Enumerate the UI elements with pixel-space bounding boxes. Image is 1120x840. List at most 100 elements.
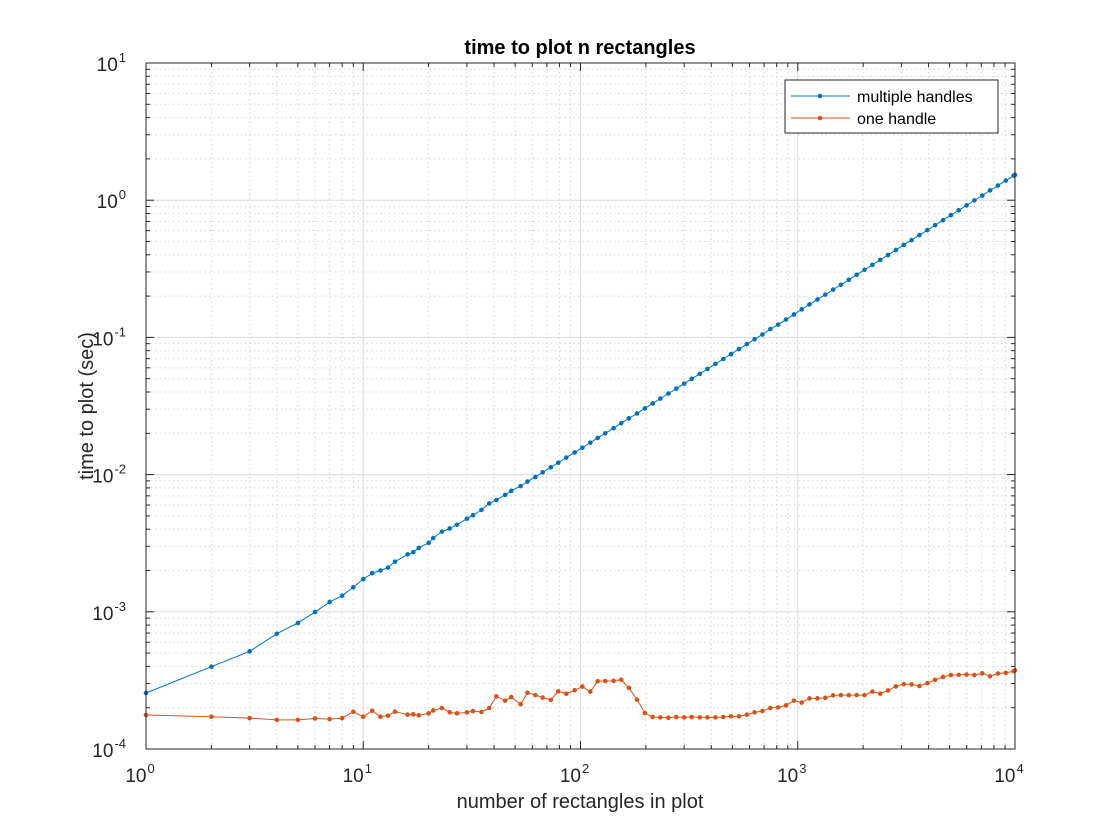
data-point-multiple-handles xyxy=(430,535,436,541)
data-point-multiple-handles xyxy=(846,277,852,283)
x-tick-exponent: 1 xyxy=(365,761,372,776)
data-point-one-handle xyxy=(540,695,546,700)
y-tick-label: 100 xyxy=(97,187,126,213)
data-point-one-handle xyxy=(736,714,742,719)
data-point-multiple-handles xyxy=(439,529,445,534)
data-point-multiple-handles xyxy=(658,396,663,401)
data-point-one-handle xyxy=(508,694,514,700)
data-point-multiple-handles xyxy=(689,376,695,382)
data-point-one-handle xyxy=(426,711,431,716)
data-point-one-handle xyxy=(479,709,484,715)
data-point-multiple-handles xyxy=(650,401,656,406)
data-point-one-handle xyxy=(454,711,460,716)
data-point-one-handle xyxy=(799,700,805,705)
data-point-one-handle xyxy=(807,696,812,701)
data-point-multiple-handles xyxy=(728,351,734,357)
y-tick-label: 10-3 xyxy=(92,599,126,625)
data-point-one-handle xyxy=(486,705,492,711)
y-tick-exponent: -3 xyxy=(114,599,126,614)
data-point-multiple-handles xyxy=(987,188,993,193)
y-tick-exponent: 1 xyxy=(119,50,126,65)
data-point-one-handle xyxy=(673,714,679,720)
data-point-multiple-handles xyxy=(815,297,820,302)
data-point-multiple-handles xyxy=(595,435,600,441)
data-point-multiple-handles xyxy=(838,282,844,288)
series-layer xyxy=(143,172,1018,723)
data-point-multiple-handles xyxy=(885,252,891,258)
data-point-multiple-handles xyxy=(540,469,546,475)
data-point-one-handle xyxy=(416,713,422,718)
data-point-one-handle xyxy=(877,691,883,696)
data-point-one-handle xyxy=(555,689,561,694)
data-point-multiple-handles xyxy=(964,203,969,208)
legend-marker-multiple-handles xyxy=(817,93,823,99)
data-point-one-handle xyxy=(862,692,867,698)
data-point-one-handle xyxy=(909,682,914,687)
data-point-multiple-handles xyxy=(940,217,946,223)
data-point-multiple-handles xyxy=(447,526,453,531)
data-point-multiple-handles xyxy=(775,322,781,327)
x-tick-label: 104 xyxy=(994,761,1023,787)
data-point-one-handle xyxy=(430,708,436,713)
data-point-multiple-handles xyxy=(525,479,530,484)
data-point-multiple-handles xyxy=(697,371,703,377)
data-point-multiple-handles xyxy=(502,492,508,498)
data-point-one-handle xyxy=(697,715,703,720)
data-point-one-handle xyxy=(822,695,828,701)
data-point-multiple-handles xyxy=(312,609,318,615)
y-tick-label: 101 xyxy=(97,50,126,76)
data-point-multiple-handles xyxy=(572,450,577,455)
x-tick-label: 100 xyxy=(125,761,154,787)
data-point-one-handle xyxy=(470,708,476,714)
data-point-multiple-handles xyxy=(995,183,1001,188)
data-point-one-handle xyxy=(360,714,366,719)
data-point-multiple-handles xyxy=(642,406,648,411)
data-point-one-handle xyxy=(893,684,899,689)
data-point-multiple-handles xyxy=(979,193,985,198)
data-point-multiple-handles xyxy=(713,361,718,367)
x-tick-label: 102 xyxy=(560,761,589,787)
data-point-multiple-handles xyxy=(807,302,812,307)
data-point-one-handle xyxy=(768,705,773,711)
data-point-multiple-handles xyxy=(533,474,538,480)
data-point-one-handle xyxy=(870,689,875,694)
y-tick-exponent: 0 xyxy=(119,187,126,202)
data-point-multiple-handles xyxy=(378,568,383,573)
data-point-multiple-handles xyxy=(247,649,252,654)
data-point-one-handle xyxy=(464,710,470,715)
data-point-multiple-handles xyxy=(626,416,632,421)
data-point-multiple-handles xyxy=(862,267,867,273)
data-point-one-handle xyxy=(247,715,252,721)
data-point-one-handle xyxy=(658,715,663,720)
data-point-multiple-handles xyxy=(385,565,391,570)
data-point-multiple-handles xyxy=(580,445,585,451)
data-point-multiple-handles xyxy=(555,460,561,466)
data-point-multiple-handles xyxy=(518,483,523,489)
data-point-one-handle xyxy=(626,685,632,691)
ticks xyxy=(145,62,1016,750)
data-point-multiple-handles xyxy=(768,326,773,332)
data-point-multiple-handles xyxy=(925,227,930,233)
y-tick-exponent: -1 xyxy=(114,324,126,339)
data-point-one-handle xyxy=(405,712,410,717)
data-point-one-handle xyxy=(295,717,301,723)
x-axis-label: number of rectangles in plot xyxy=(457,791,704,813)
data-point-multiple-handles xyxy=(209,664,214,669)
data-point-one-handle xyxy=(885,688,891,693)
data-point-multiple-handles xyxy=(752,336,757,342)
data-point-multiple-handles xyxy=(369,570,375,576)
data-point-one-handle xyxy=(580,684,585,689)
data-point-multiple-handles xyxy=(508,488,514,494)
data-point-multiple-handles xyxy=(877,257,883,263)
data-point-multiple-handles xyxy=(479,507,484,513)
data-point-one-handle xyxy=(744,712,750,717)
data-point-multiple-handles xyxy=(932,222,938,228)
data-point-multiple-handles xyxy=(822,292,828,297)
data-point-one-handle xyxy=(634,697,640,702)
data-point-one-handle xyxy=(932,677,938,683)
data-point-multiple-handles xyxy=(830,287,836,292)
data-point-one-handle xyxy=(979,671,985,676)
series-line-one-handle xyxy=(145,669,1016,721)
data-point-multiple-handles xyxy=(351,584,356,590)
